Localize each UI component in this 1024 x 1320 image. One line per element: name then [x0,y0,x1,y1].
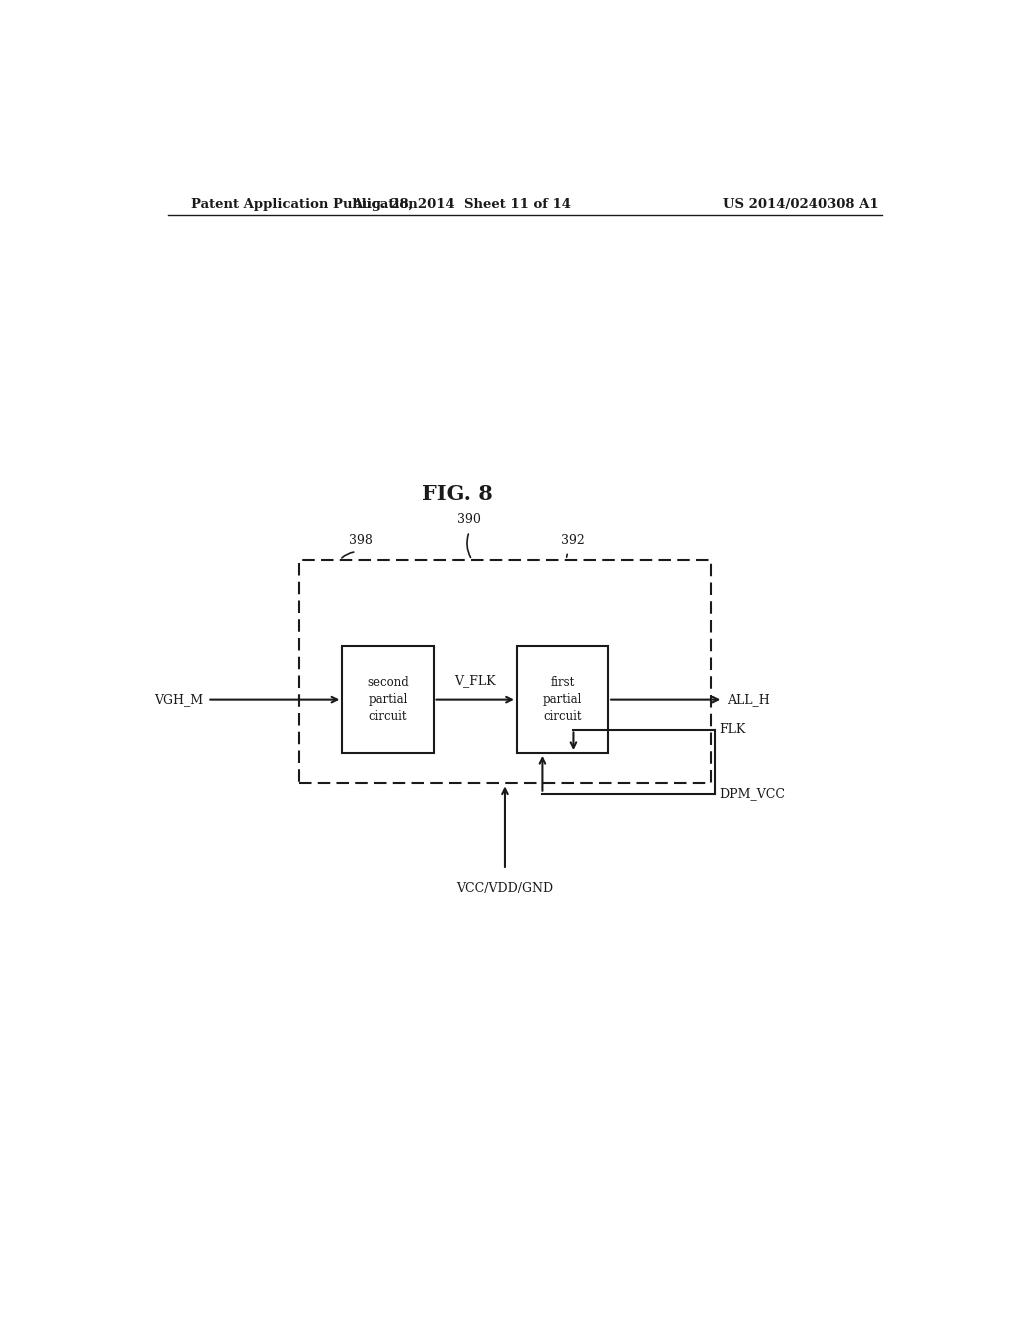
Text: Aug. 28, 2014  Sheet 11 of 14: Aug. 28, 2014 Sheet 11 of 14 [352,198,570,211]
Text: VCC/VDD/GND: VCC/VDD/GND [457,882,554,895]
Text: ALL_H: ALL_H [727,693,770,706]
Text: US 2014/0240308 A1: US 2014/0240308 A1 [723,198,879,211]
Text: V_FLK: V_FLK [455,675,496,688]
Bar [517,647,608,752]
Text: first
partial
circuit: first partial circuit [543,676,583,723]
Text: second
partial
circuit: second partial circuit [367,676,409,723]
Text: FIG. 8: FIG. 8 [422,484,493,504]
Bar [342,647,433,752]
Text: 390: 390 [458,513,481,527]
Text: 398: 398 [348,533,373,546]
Text: 392: 392 [560,533,585,546]
Text: Patent Application Publication: Patent Application Publication [191,198,418,211]
Text: VGH_M: VGH_M [155,693,204,706]
Bar [299,560,712,784]
Text: FLK: FLK [719,723,745,737]
Text: DPM_VCC: DPM_VCC [719,787,785,800]
